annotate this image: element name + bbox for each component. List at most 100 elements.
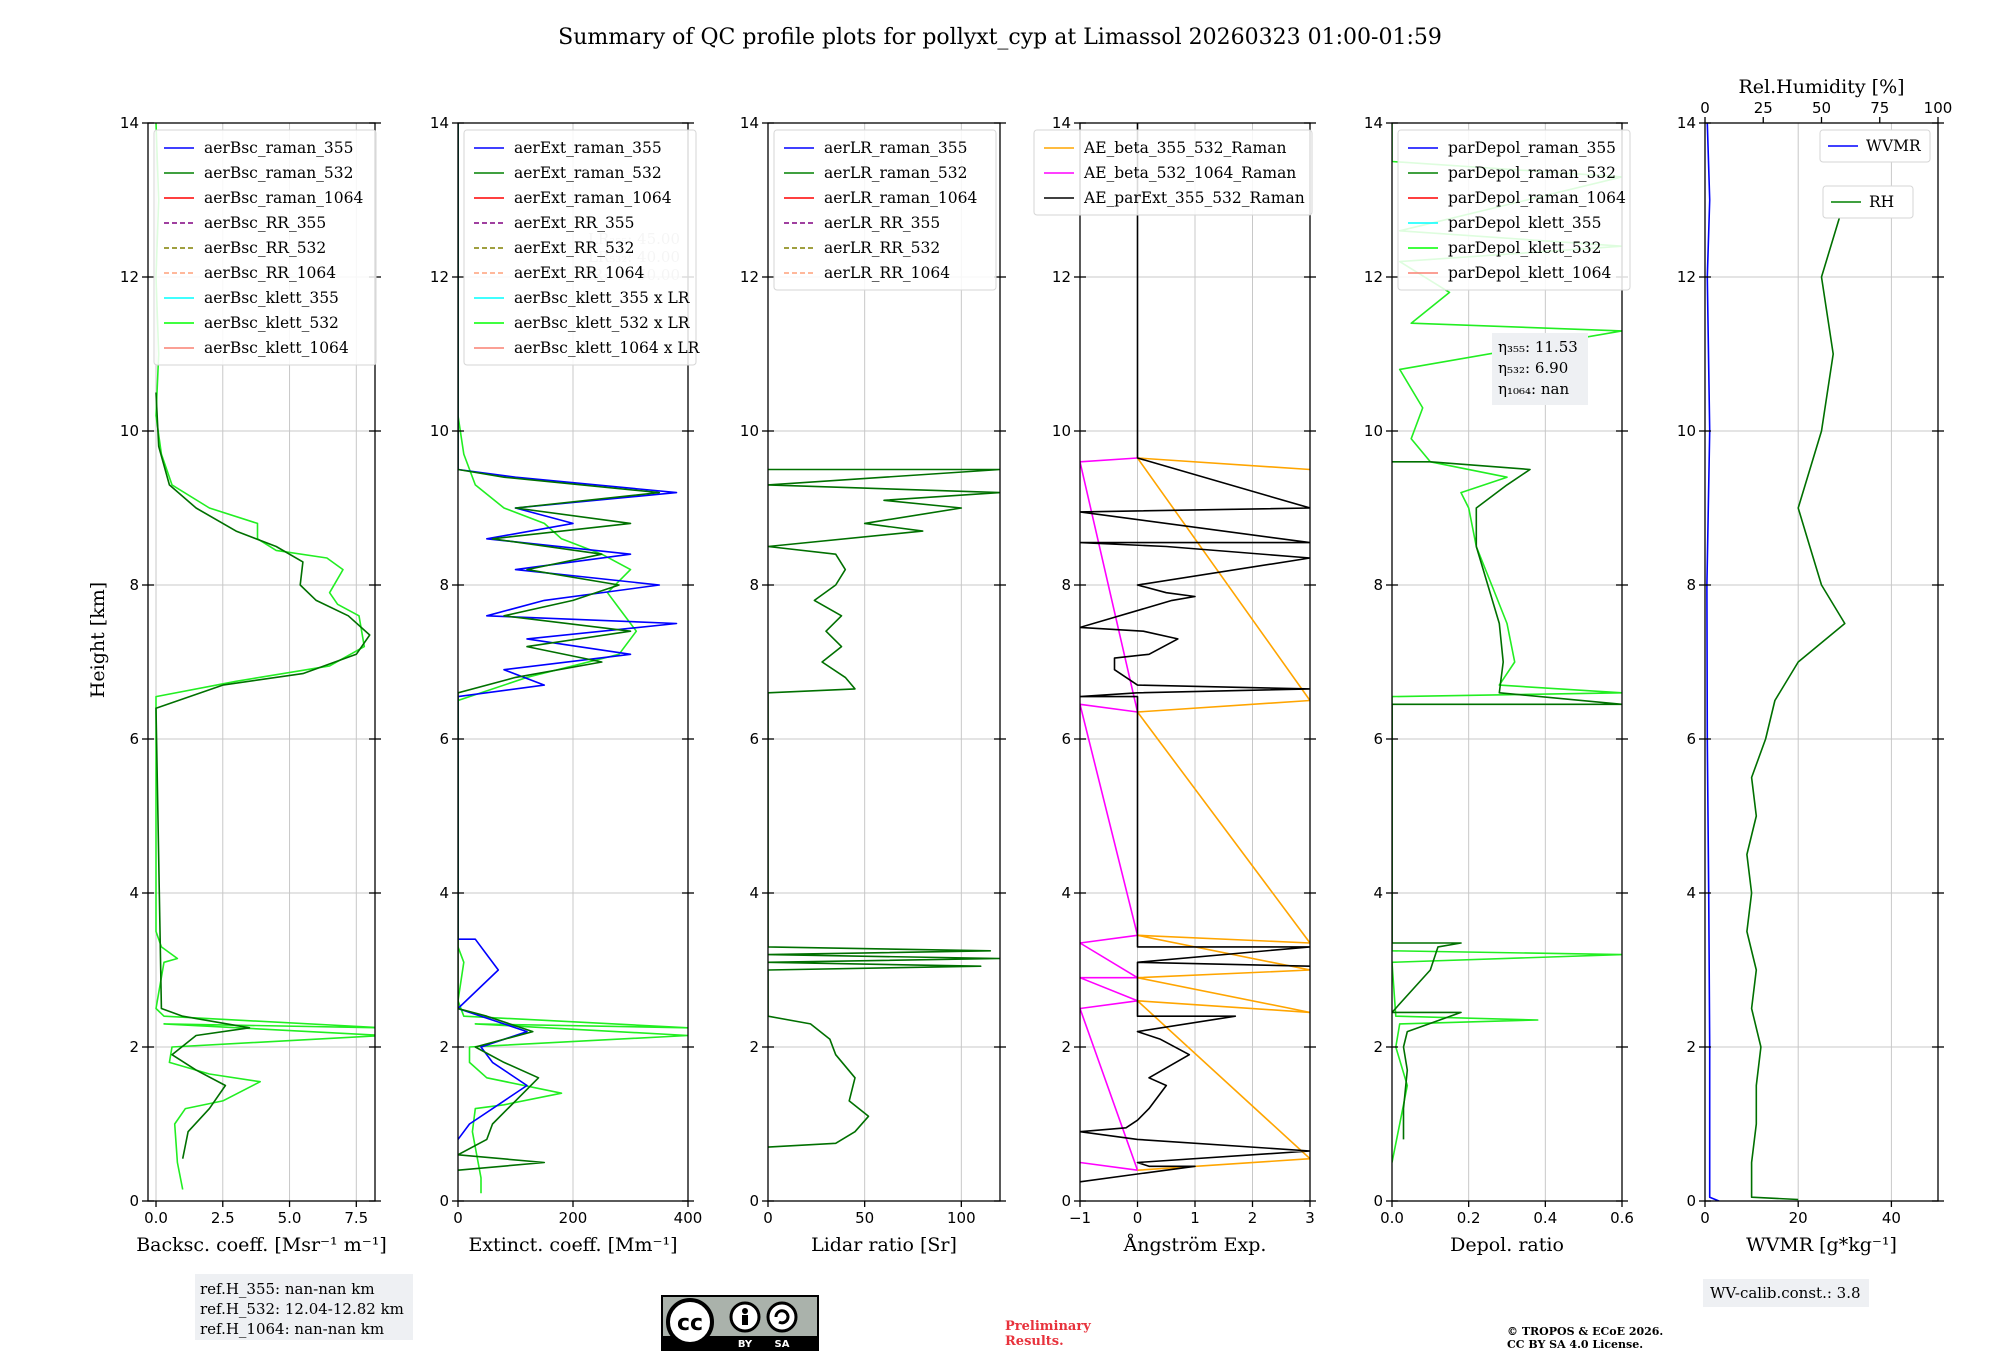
annotation-box: η₃₅₅: 11.53 η₅₃₂: 6.90 η₁₀₆₄: nan (1492, 333, 1588, 405)
xtick-label: 50 (855, 1209, 874, 1227)
axes-frame (147, 122, 376, 1202)
series-wvmr (1706, 123, 1720, 1201)
legend-label: AE_parExt_355_532_Raman (1083, 189, 1305, 207)
legend-label: aerBsc_raman_532 (204, 164, 354, 182)
x-axis-label: Lidar ratio [Sr] (811, 1234, 957, 1256)
cc-badge-by: BY (738, 1339, 753, 1350)
legend-box (463, 129, 697, 366)
legend-box (153, 129, 377, 366)
ytick-label: 12 (1364, 268, 1383, 286)
xtick-label: 400 (674, 1209, 703, 1227)
legend-label: aerBsc_raman_1064 (204, 189, 364, 207)
ytick-label: 0 (749, 1192, 759, 1210)
legend-label: parDepol_klett_532 (1448, 239, 1601, 257)
ytick-label: 8 (439, 576, 449, 594)
legend: aerLR_raman_355 aerLR_raman_532 aerLR_rama… (773, 129, 997, 291)
ytick-label: 2 (439, 1038, 449, 1056)
series-pardepol-raman-532 (1392, 460, 1622, 1140)
ytick-label: 8 (749, 576, 759, 594)
annotation-text: η₁₀₆₄: nan (1498, 380, 1569, 398)
ytick-label: 6 (129, 730, 139, 748)
axes-frame (1704, 122, 1939, 1202)
legend: AE_beta_355_532_Raman AE_beta_532_1064_Ra… (1033, 129, 1313, 216)
sa-arrow-icon (774, 1309, 790, 1325)
ytick-label: 8 (1373, 576, 1383, 594)
legend-box (1033, 129, 1313, 216)
xtick-label: 0.6 (1610, 1209, 1634, 1227)
ytick-label: 10 (120, 422, 139, 440)
series-ae-beta-532-1064-raman (1080, 457, 1139, 1171)
ytick-label: 12 (120, 268, 139, 286)
legend-label: aerBsc_RR_355 (204, 214, 326, 232)
figure-title: Summary of QC profile plots for pollyxt_… (558, 25, 1442, 50)
xtick-label: 200 (559, 1209, 588, 1227)
preliminary-text-2: Results. (1005, 1334, 1064, 1349)
legend-label: parDepol_klett_355 (1448, 214, 1601, 232)
ytick-label: 6 (1373, 730, 1383, 748)
x-axis-label: Extinct. coeff. [Mm⁻¹] (468, 1234, 677, 1256)
legend: parDepol_raman_355 parDepol_raman_532 parD… (1397, 129, 1631, 291)
legend-label: parDepol_raman_532 (1448, 164, 1616, 182)
ytick-label: 0 (129, 1192, 139, 1210)
series-aerlr-raman-532 (768, 468, 1000, 1148)
ref-height-1064: ref.H_1064: nan-nan km (200, 1320, 384, 1338)
ytick-label: 14 (1052, 114, 1071, 132)
series-group (458, 123, 688, 1194)
axes-frame (1391, 122, 1623, 1202)
cc-badge-cc-text: cc (677, 1311, 703, 1336)
wv-calib-box-bg (1703, 1279, 1869, 1307)
panel-lr: 0 2 4 6 8 10 12 14 0 50 100 Lidar ratio [Sr] aerLR_r… (740, 114, 1006, 1256)
cc-circle-icon (666, 1298, 714, 1346)
ytick-label: 6 (1686, 730, 1696, 748)
series-group (1080, 123, 1310, 1183)
ytick-label: 6 (439, 730, 449, 748)
series-aerbsc-klett-532-x-lr (458, 123, 688, 1194)
ytick-label: 0 (1061, 1192, 1071, 1210)
xtick-label: 7.5 (344, 1209, 368, 1227)
series-aerext-raman-355 (458, 123, 678, 1140)
series-group (155, 123, 375, 1190)
ytick-label: 14 (1677, 114, 1696, 132)
series-group (1706, 123, 1846, 1201)
legend-label: aerBsc_klett_1064 (204, 339, 349, 357)
by-person-body (742, 1315, 748, 1325)
legend-label: parDepol_raman_1064 (1448, 189, 1626, 207)
ytick-label: 4 (1373, 884, 1383, 902)
legend-label: aerBsc_raman_355 (204, 139, 354, 157)
axes-frame (767, 122, 1001, 1202)
x-axis-label: Ångström Exp. (1123, 1234, 1267, 1256)
top-xtick-label: 0 (1700, 99, 1710, 117)
series-ae-beta-355-532-raman (1136, 457, 1310, 1171)
series-ae-parext-355-532-raman (1080, 123, 1310, 1183)
ytick-label: 10 (430, 422, 449, 440)
legend-label: RH (1869, 193, 1894, 211)
legend-box (1822, 185, 1914, 219)
legend-label: aerExt_raman_355 (514, 139, 662, 157)
ytick-label: 6 (1061, 730, 1071, 748)
ytick-label: 12 (430, 268, 449, 286)
copyright-text-1: © TROPOS & ECoE 2026. (1507, 1325, 1663, 1338)
ytick-label: 4 (749, 884, 759, 902)
ytick-label: 2 (1373, 1038, 1383, 1056)
series-group (768, 468, 1000, 1148)
ref-height-532: ref.H_532: 12.04-12.82 km (200, 1300, 404, 1318)
copyright-text-2: CC BY SA 4.0 License. (1507, 1338, 1643, 1351)
legend-box (1397, 129, 1631, 291)
legend-label: aerLR_RR_355 (824, 214, 940, 232)
cc-license-badge: cc BY SA (661, 1295, 819, 1351)
ytick-label: 4 (1686, 884, 1696, 902)
top-xtick-label: 100 (1924, 99, 1953, 117)
xtick-label: 0 (453, 1209, 463, 1227)
series-aerbsc-raman-532 (155, 392, 371, 1159)
ytick-label: 14 (740, 114, 759, 132)
ytick-label: 2 (129, 1038, 139, 1056)
ytick-label: 4 (1061, 884, 1071, 902)
ytick-label: 0 (439, 1192, 449, 1210)
ytick-label: 2 (749, 1038, 759, 1056)
legend: WVMR RH (1819, 129, 1931, 219)
legend-label: aerBsc_klett_532 (204, 314, 339, 332)
ytick-label: 10 (740, 422, 759, 440)
